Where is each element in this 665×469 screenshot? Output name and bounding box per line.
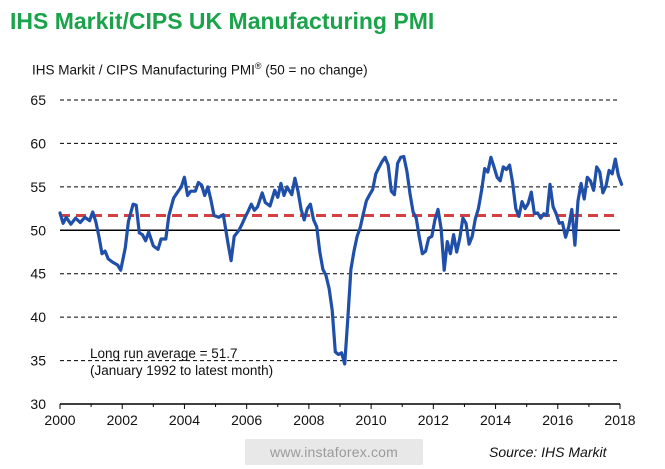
x-tick-label: 2008 bbox=[293, 412, 324, 428]
y-tick-label: 45 bbox=[30, 266, 46, 282]
subtitle-suffix: (50 = no change) bbox=[261, 62, 368, 78]
registered-mark: ® bbox=[254, 61, 262, 71]
x-tick-label: 2014 bbox=[480, 412, 511, 428]
y-tick-label: 60 bbox=[30, 135, 46, 151]
x-tick-label: 2002 bbox=[107, 412, 138, 428]
y-tick-label: 50 bbox=[30, 222, 46, 238]
watermark-text: www.instaforex.com bbox=[269, 444, 399, 460]
x-tick-label: 2010 bbox=[356, 412, 387, 428]
x-tick-label: 2006 bbox=[231, 412, 262, 428]
reference-lines bbox=[60, 214, 620, 232]
x-tick-label: 2004 bbox=[169, 412, 200, 428]
average-annotation-line-1: Long run average = 51.7 bbox=[90, 346, 238, 361]
watermark-badge: www.instaforex.com bbox=[245, 439, 423, 465]
chart-title: IHS Markit/CIPS UK Manufacturing PMI bbox=[10, 8, 435, 34]
gridlines bbox=[60, 99, 620, 362]
axis-layer: 30 35 40 45 50 55 60 65 2000 2002 2004 2006 2008 2010… bbox=[30, 92, 635, 428]
x-tick-label: 2018 bbox=[604, 412, 635, 428]
annotation: Long run average = 51.7 (January 1992 to… bbox=[90, 346, 273, 378]
source-note: Source: IHS Markit bbox=[489, 444, 607, 460]
series-layer bbox=[58, 154, 624, 366]
subtitle-main: IHS Markit / CIPS Manufacturing PMI bbox=[32, 62, 255, 78]
y-tick-label: 55 bbox=[30, 179, 46, 195]
y-tick-label: 65 bbox=[30, 92, 46, 108]
y-tick-label: 30 bbox=[30, 396, 46, 412]
x-tick-label: 2012 bbox=[418, 412, 449, 428]
chart-subtitle: IHS Markit / CIPS Manufacturing PMI® (50… bbox=[32, 61, 368, 78]
pmi-series-line bbox=[58, 154, 624, 366]
average-annotation-line-2: (January 1992 to latest month) bbox=[90, 363, 273, 378]
x-tick-label: 2016 bbox=[542, 412, 573, 428]
x-tick-label: 2000 bbox=[44, 412, 75, 428]
y-tick-label: 40 bbox=[30, 309, 46, 325]
y-tick-label: 35 bbox=[30, 353, 46, 369]
